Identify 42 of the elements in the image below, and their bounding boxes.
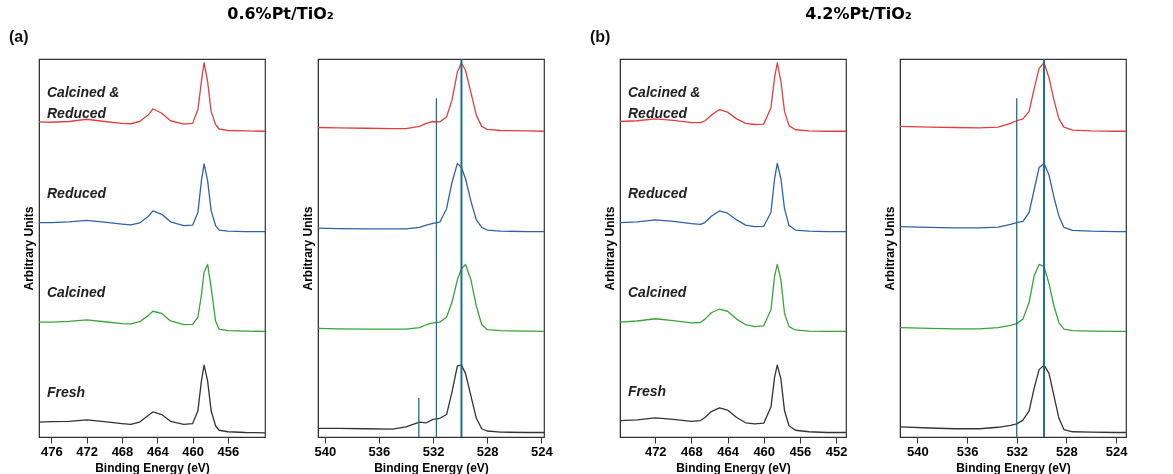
x-tick-label: 468 — [681, 443, 703, 459]
x-tick-label: 528 — [1056, 443, 1078, 459]
x-tick-label: 532 — [422, 443, 445, 459]
series-label: Fresh — [47, 384, 86, 401]
x-tick-label: 460 — [753, 443, 776, 459]
x-tick-label: 540 — [314, 443, 337, 459]
x-tick-label: 464 — [717, 443, 740, 459]
x-tick-label: 452 — [825, 443, 848, 459]
x-tick-label: 536 — [368, 443, 391, 459]
x-tick-label: 464 — [146, 443, 170, 459]
x-tick-label: 524 — [530, 443, 554, 459]
series-label: Calcined — [47, 284, 106, 301]
x-tick-label: 460 — [182, 443, 204, 459]
chart-title: 0.6%Pt/TiO₂ — [227, 4, 334, 24]
x-tick-label: 456 — [789, 443, 812, 459]
x-tick-label: 456 — [217, 443, 240, 459]
x-tick-label: 472 — [644, 443, 667, 459]
x-axis-title: Binding Energy (eV) — [95, 460, 210, 474]
text: (b) — [590, 28, 611, 45]
y-axis-title: Arbitrary Units — [602, 206, 617, 291]
x-tick-label: 472 — [76, 443, 99, 459]
series-label: Calcined — [628, 284, 687, 301]
x-tick-label: 528 — [476, 443, 499, 459]
series-label: Fresh — [628, 382, 667, 399]
x-tick-label: 536 — [956, 443, 979, 459]
x-axis-title: Binding Energy (eV) — [676, 460, 791, 474]
y-axis-title: Arbitrary Units — [882, 206, 897, 291]
chart-title: 4.2%Pt/TiO₂ — [805, 4, 912, 24]
y-axis-title: Arbitrary Units — [300, 206, 315, 291]
x-tick-label: 532 — [1006, 443, 1029, 459]
series-label: Reduced — [628, 184, 688, 201]
text: (a) — [9, 28, 29, 45]
series-label: Calcined & Reduced — [628, 83, 701, 121]
x-tick-label: 476 — [41, 443, 63, 459]
x-axis-title: Binding Energy (eV) — [956, 460, 1071, 474]
y-axis-title: Arbitrary Units — [21, 206, 36, 291]
series-label: Reduced — [47, 184, 107, 201]
series-label: Calcined & Reduced — [47, 83, 120, 121]
x-tick-label: 468 — [111, 443, 134, 459]
x-tick-label: 524 — [1105, 443, 1129, 459]
x-axis-title: Binding Energy (eV) — [374, 460, 489, 474]
x-tick-label: 540 — [907, 443, 929, 459]
